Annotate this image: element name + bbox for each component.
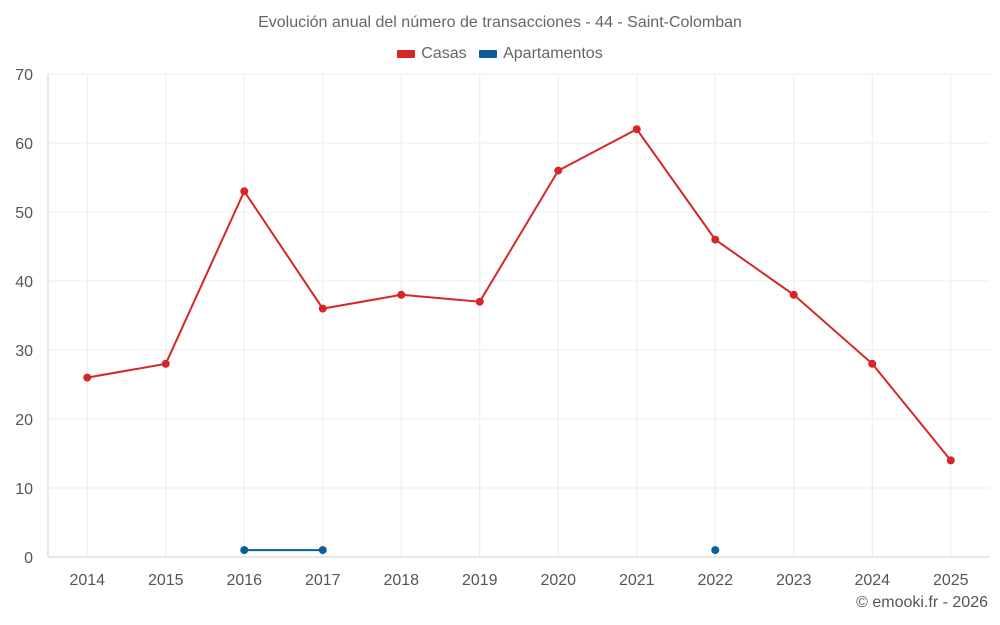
y-tick-label: 0 bbox=[24, 550, 33, 567]
data-point-apartamentos bbox=[318, 546, 327, 555]
data-point-casas bbox=[711, 235, 720, 244]
data-point-casas bbox=[789, 290, 798, 299]
credit-text: © emooki.fr - 2026 bbox=[856, 594, 988, 611]
x-tick-label: 2014 bbox=[69, 572, 105, 589]
y-tick-label: 60 bbox=[15, 136, 33, 153]
data-point-casas bbox=[318, 304, 327, 313]
x-tick-label: 2020 bbox=[540, 572, 576, 589]
data-point-casas bbox=[868, 359, 877, 368]
x-tick-label: 2024 bbox=[854, 572, 890, 589]
data-point-casas bbox=[632, 125, 641, 134]
legend-label-casas: Casas bbox=[421, 45, 467, 62]
y-tick-label: 70 bbox=[15, 67, 33, 84]
x-tick-label: 2021 bbox=[619, 572, 655, 589]
x-tick-label: 2019 bbox=[462, 572, 498, 589]
x-tick-label: 2022 bbox=[697, 572, 733, 589]
data-point-apartamentos bbox=[711, 546, 720, 555]
chart-title: Evolución anual del número de transaccio… bbox=[258, 14, 742, 31]
data-point-apartamentos bbox=[240, 546, 249, 555]
x-tick-label: 2016 bbox=[226, 572, 262, 589]
data-point-casas bbox=[397, 290, 406, 299]
x-tick-label: 2015 bbox=[148, 572, 184, 589]
legend-swatch-casas bbox=[397, 50, 416, 58]
x-tick-label: 2017 bbox=[305, 572, 341, 589]
data-point-casas bbox=[240, 187, 249, 196]
data-point-casas bbox=[161, 359, 170, 368]
legend-item-apartamentos[interactable]: Apartamentos bbox=[479, 45, 603, 63]
x-tick-label: 2018 bbox=[383, 572, 419, 589]
y-tick-label: 10 bbox=[15, 481, 33, 498]
legend-label-apartamentos: Apartamentos bbox=[503, 45, 603, 62]
x-tick-label: 2023 bbox=[776, 572, 812, 589]
legend: Casas Apartamentos bbox=[0, 45, 1000, 63]
data-point-casas bbox=[83, 373, 92, 382]
y-tick-label: 30 bbox=[15, 343, 33, 360]
legend-item-casas[interactable]: Casas bbox=[397, 45, 467, 63]
data-point-casas bbox=[554, 166, 563, 175]
legend-swatch-apartamentos bbox=[479, 50, 498, 58]
data-point-casas bbox=[475, 297, 484, 306]
series-line-casas bbox=[87, 127, 952, 462]
y-tick-label: 40 bbox=[15, 274, 33, 291]
data-point-casas bbox=[946, 456, 955, 465]
x-tick-label: 2025 bbox=[933, 572, 969, 589]
y-tick-label: 50 bbox=[15, 205, 33, 222]
y-tick-label: 20 bbox=[15, 412, 33, 429]
